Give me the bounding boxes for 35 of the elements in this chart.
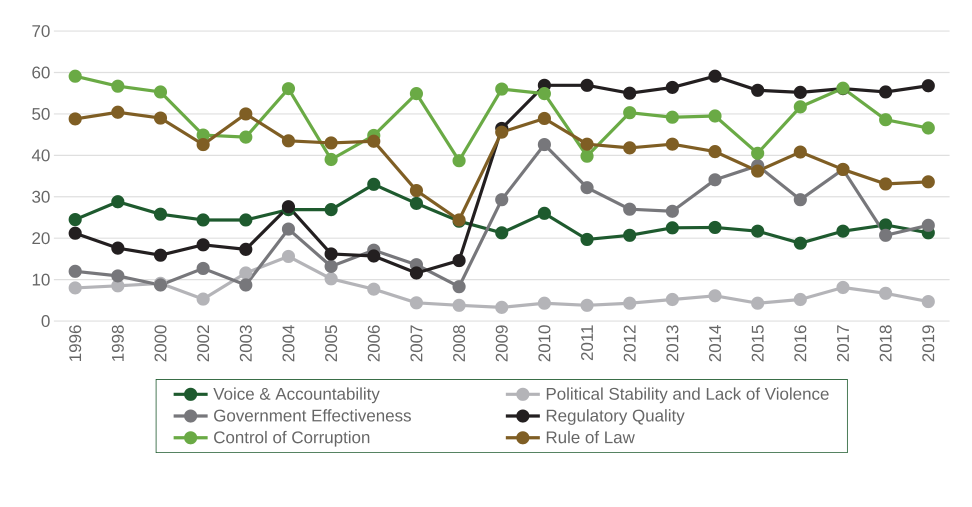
legend-label: Control of Corruption xyxy=(214,430,370,447)
x-tick-label: 2007 xyxy=(410,325,422,362)
y-tick-label: 20 xyxy=(32,232,50,244)
y-tick-label: 0 xyxy=(42,315,50,328)
legend-label: Regulatory Quality xyxy=(546,409,685,425)
x-tick-label: 2013 xyxy=(666,325,678,362)
x-tick-label: 1996 xyxy=(69,325,82,361)
legend-label: Voice & Accountability xyxy=(213,387,380,404)
x-tick-label: 2018 xyxy=(880,325,892,362)
x-tick-label: 2000 xyxy=(154,325,166,362)
x-tick-label: 2016 xyxy=(794,325,806,362)
x-tick-label: 2009 xyxy=(496,325,508,362)
x-tick-label: 2006 xyxy=(368,325,380,362)
x-tick-label: 2005 xyxy=(325,325,338,362)
x-tick-label: 2015 xyxy=(752,325,764,362)
x-tick-label: 2011 xyxy=(581,325,594,360)
x-tick-label: 2019 xyxy=(922,325,934,362)
y-tick-label: 40 xyxy=(32,149,50,162)
y-tick-label: 50 xyxy=(32,108,50,120)
x-tick-label: 1998 xyxy=(112,325,124,361)
y-tick-label: 60 xyxy=(32,66,50,78)
x-tick-label: 2002 xyxy=(197,325,210,362)
legend-label: Government Effectiveness xyxy=(214,409,411,422)
x-tick-label: 2003 xyxy=(240,325,252,362)
legend-label: Rule of Law xyxy=(546,430,635,444)
x-tick-label: 2008 xyxy=(453,325,466,362)
y-tick-label: 30 xyxy=(32,190,50,203)
x-tick-label: 2017 xyxy=(836,325,849,362)
x-tick-label: 2014 xyxy=(709,325,722,362)
x-tick-label: 2004 xyxy=(282,325,294,362)
y-tick-label: 70 xyxy=(32,25,50,38)
x-tick-label: 2012 xyxy=(624,325,636,362)
x-tick-label: 2010 xyxy=(538,325,550,362)
y-tick-label: 10 xyxy=(32,274,50,286)
legend-label: Political Stability and Lack of Violence xyxy=(546,387,829,404)
